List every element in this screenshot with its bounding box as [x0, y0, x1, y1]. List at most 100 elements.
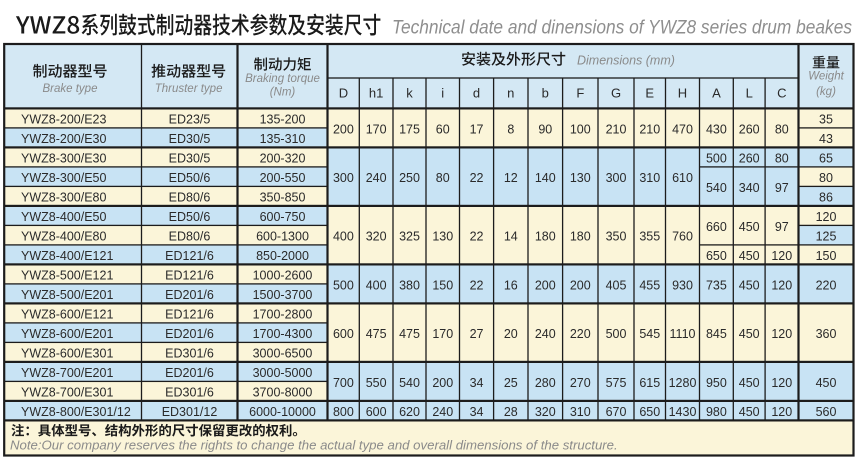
svg-text:L: L: [746, 85, 753, 100]
svg-text:86: 86: [819, 191, 833, 205]
svg-text:Technical date and dinensions: Technical date and dinensions of YWZ8 se…: [392, 18, 852, 39]
svg-text:90: 90: [538, 122, 552, 136]
svg-text:135-310: 135-310: [260, 132, 306, 146]
svg-text:500: 500: [706, 152, 727, 166]
svg-text:YWZ8-400/E50: YWZ8-400/E50: [21, 210, 107, 224]
svg-text:450: 450: [739, 220, 760, 234]
svg-text:170: 170: [366, 122, 387, 136]
svg-text:65: 65: [819, 152, 833, 166]
svg-text:310: 310: [639, 171, 660, 185]
svg-text:25: 25: [504, 376, 518, 390]
svg-text:220: 220: [816, 278, 837, 292]
svg-text:500: 500: [606, 327, 627, 341]
svg-text:260: 260: [739, 122, 760, 136]
svg-text:615: 615: [639, 376, 660, 390]
svg-text:(kg): (kg): [816, 86, 836, 98]
svg-text:650: 650: [706, 249, 727, 263]
svg-text:Dimensions (mm): Dimensions (mm): [577, 54, 675, 68]
svg-text:930: 930: [672, 278, 693, 292]
svg-text:60: 60: [436, 122, 450, 136]
svg-text:YWZ8-700/E201: YWZ8-700/E201: [21, 366, 113, 380]
svg-text:3000-5000: 3000-5000: [253, 366, 313, 380]
svg-text:YWZ8-200/E30: YWZ8-200/E30: [21, 132, 107, 146]
svg-text:540: 540: [399, 376, 420, 390]
svg-text:E: E: [645, 85, 654, 100]
svg-text:180: 180: [570, 230, 591, 244]
svg-text:ED201/6: ED201/6: [165, 327, 214, 341]
svg-text:1280: 1280: [669, 376, 697, 390]
svg-text:YWZ8-500/E201: YWZ8-500/E201: [21, 288, 113, 302]
svg-text:Braking torque: Braking torque: [245, 73, 320, 85]
svg-text:120: 120: [816, 210, 837, 224]
svg-text:210: 210: [639, 122, 660, 136]
svg-text:97: 97: [775, 220, 789, 234]
svg-text:950: 950: [706, 376, 727, 390]
svg-text:80: 80: [775, 152, 789, 166]
svg-text:545: 545: [639, 327, 660, 341]
svg-text:F: F: [576, 85, 584, 100]
svg-text:1430: 1430: [669, 405, 697, 419]
svg-text:YWZ8-800/E301/12: YWZ8-800/E301/12: [21, 405, 131, 419]
svg-text:h1: h1: [369, 85, 383, 100]
svg-text:1700-4300: 1700-4300: [253, 327, 313, 341]
svg-text:16: 16: [504, 278, 518, 292]
svg-text:600: 600: [333, 327, 354, 341]
svg-text:YWZ8-400/E121: YWZ8-400/E121: [21, 249, 113, 263]
svg-text:ED301/6: ED301/6: [165, 347, 214, 361]
svg-text:350: 350: [606, 230, 627, 244]
svg-text:14: 14: [504, 230, 518, 244]
svg-text:600: 600: [366, 405, 387, 419]
svg-text:34: 34: [470, 405, 484, 419]
svg-text:200: 200: [333, 122, 354, 136]
svg-text:475: 475: [366, 327, 387, 341]
svg-text:180: 180: [535, 230, 556, 244]
svg-text:240: 240: [432, 405, 453, 419]
svg-text:735: 735: [706, 278, 727, 292]
svg-text:325: 325: [399, 230, 420, 244]
svg-text:270: 270: [570, 376, 591, 390]
svg-text:27: 27: [470, 327, 484, 341]
svg-text:220: 220: [570, 327, 591, 341]
svg-text:G: G: [611, 85, 621, 100]
svg-text:300: 300: [606, 171, 627, 185]
svg-text:310: 310: [570, 405, 591, 419]
svg-text:YWZ8-300/E80: YWZ8-300/E80: [21, 191, 107, 205]
svg-text:450: 450: [739, 376, 760, 390]
svg-text:450: 450: [739, 327, 760, 341]
svg-text:YWZ8-200/E23: YWZ8-200/E23: [21, 113, 107, 127]
svg-text:YWZ8-600/E201: YWZ8-600/E201: [21, 327, 113, 341]
svg-text:YWZ8-700/E301: YWZ8-700/E301: [21, 386, 113, 400]
svg-text:130: 130: [570, 171, 591, 185]
svg-text:355: 355: [639, 230, 660, 244]
svg-text:ED121/6: ED121/6: [165, 249, 214, 263]
svg-text:ED121/6: ED121/6: [165, 308, 214, 322]
svg-text:450: 450: [816, 376, 837, 390]
svg-text:3700-8000: 3700-8000: [253, 386, 313, 400]
svg-text:760: 760: [672, 230, 693, 244]
svg-text:450: 450: [739, 405, 760, 419]
svg-text:8: 8: [507, 122, 514, 136]
svg-text:D: D: [339, 85, 348, 100]
svg-text:22: 22: [470, 230, 484, 244]
svg-text:97: 97: [775, 181, 789, 195]
svg-text:400: 400: [366, 278, 387, 292]
svg-text:150: 150: [432, 278, 453, 292]
svg-text:28: 28: [504, 405, 518, 419]
svg-text:800: 800: [333, 405, 354, 419]
svg-text:550: 550: [366, 376, 387, 390]
svg-text:ED80/6: ED80/6: [169, 230, 211, 244]
svg-text:575: 575: [606, 376, 627, 390]
svg-text:980: 980: [706, 405, 727, 419]
svg-text:1000-2600: 1000-2600: [253, 269, 313, 283]
svg-text:540: 540: [706, 181, 727, 195]
svg-text:b: b: [542, 85, 549, 100]
svg-text:140: 140: [535, 171, 556, 185]
svg-text:YWZ8-500/E121: YWZ8-500/E121: [21, 269, 113, 283]
svg-text:120: 120: [771, 278, 792, 292]
svg-text:260: 260: [739, 152, 760, 166]
svg-text:340: 340: [739, 181, 760, 195]
svg-text:120: 120: [771, 405, 792, 419]
svg-text:ED23/5: ED23/5: [169, 113, 211, 127]
svg-text:700: 700: [333, 376, 354, 390]
svg-text:80: 80: [775, 122, 789, 136]
